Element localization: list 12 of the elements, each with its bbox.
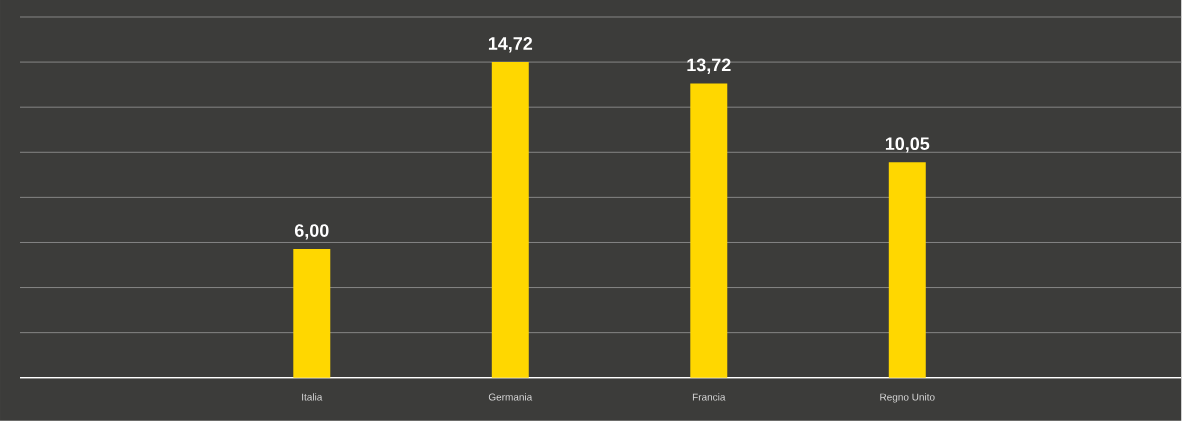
bar — [888, 162, 926, 378]
bar — [690, 83, 728, 378]
x-tick-label: Francia — [692, 393, 726, 401]
data-label: 10,05 — [885, 137, 930, 153]
bar — [491, 62, 529, 378]
data-label: 14,72 — [488, 37, 533, 53]
x-tick-label: Italia — [302, 393, 323, 401]
x-tick-label: Germania — [488, 393, 533, 401]
bar — [293, 249, 331, 378]
x-tick-label: Regno Unito — [880, 393, 935, 403]
data-label: 13,72 — [687, 58, 731, 75]
data-label: 6,00 — [294, 224, 329, 240]
